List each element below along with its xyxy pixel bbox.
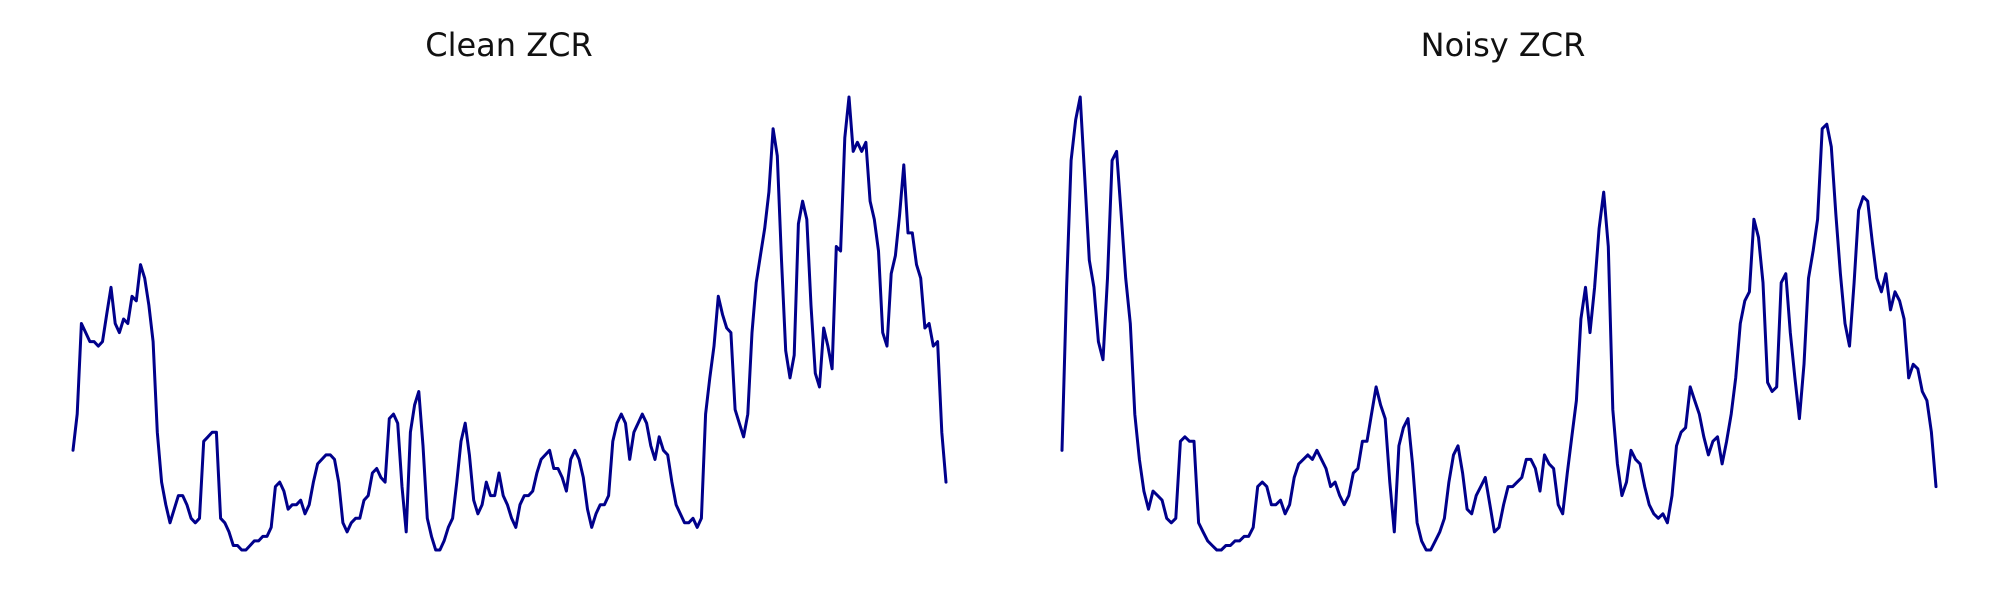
chart-title-noisy: Noisy ZCR [1420, 26, 1586, 64]
chart-plot-clean [71, 95, 948, 552]
chart-panel-noisy: Noisy ZCR [1000, 0, 2000, 600]
series-line-zcr [1060, 95, 1938, 552]
series-line-zcr [71, 95, 948, 552]
chart-plot-noisy [1060, 95, 1938, 552]
chart-panel-clean: Clean ZCR [71, 26, 948, 552]
chart-title-clean: Clean ZCR [425, 26, 593, 64]
